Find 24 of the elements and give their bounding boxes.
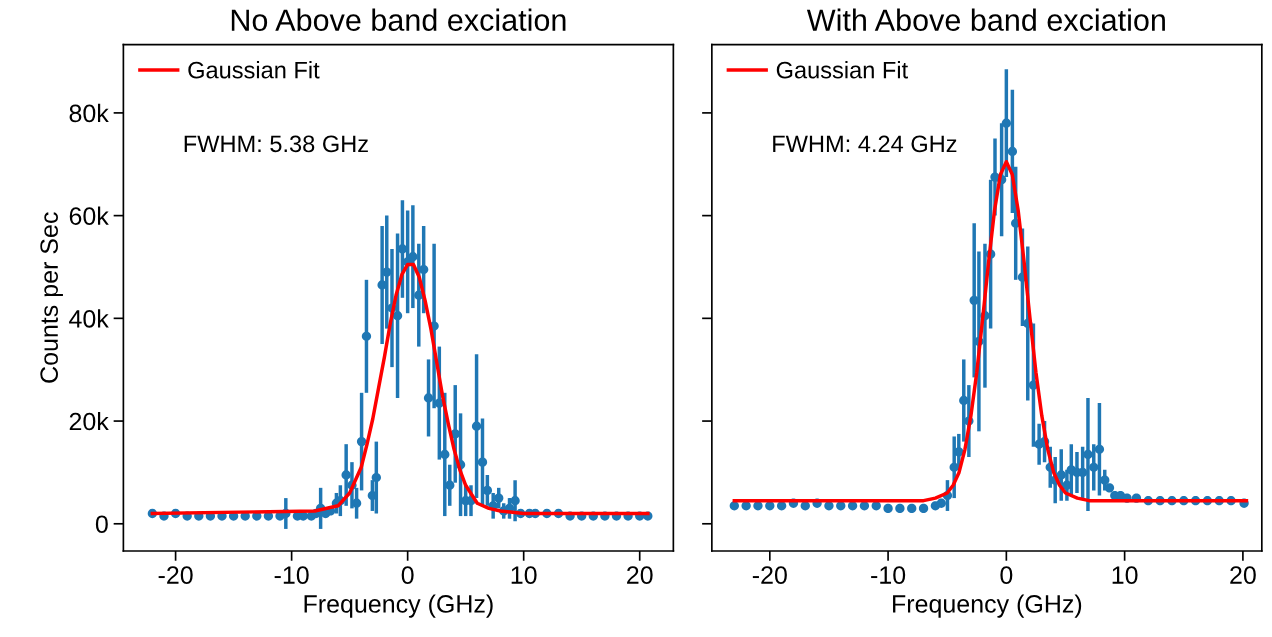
chart-title: No Above band exciation — [231, 8, 566, 31]
x-tick-label: 10 — [511, 566, 537, 584]
annotation: FWHM: 4.24 GHz — [773, 135, 957, 153]
x-axis-title: Frequency (GHz) — [304, 594, 493, 618]
chart-title: With Above band exciation — [806, 8, 1165, 31]
x-tick-label: 0 — [1000, 566, 1013, 584]
x-tick-label: 0 — [401, 566, 414, 584]
x-tick-label: -10 — [871, 566, 906, 584]
y-tick-label: 80k — [69, 103, 109, 123]
x-tick-label: 20 — [627, 566, 653, 584]
y-tick-label: 40k — [69, 309, 109, 328]
annotation: FWHM: 5.38 GHz — [184, 135, 368, 153]
y-tick-label: 0 — [95, 515, 108, 534]
x-tick-label: -20 — [158, 566, 193, 584]
y-axis-title: Counts per Sec — [40, 212, 63, 383]
legend-label: Gaussian Fit — [188, 61, 320, 79]
x-tick-label: 10 — [1112, 566, 1138, 584]
x-tick-label: -20 — [752, 566, 787, 584]
y-tick-label: 60k — [69, 206, 109, 225]
legend-label: Gaussian Fit — [776, 61, 908, 79]
x-tick-label: 20 — [1230, 566, 1256, 584]
x-tick-label: -10 — [274, 566, 309, 584]
y-tick-label: 20k — [69, 412, 109, 431]
x-axis-title: Frequency (GHz) — [893, 594, 1082, 618]
